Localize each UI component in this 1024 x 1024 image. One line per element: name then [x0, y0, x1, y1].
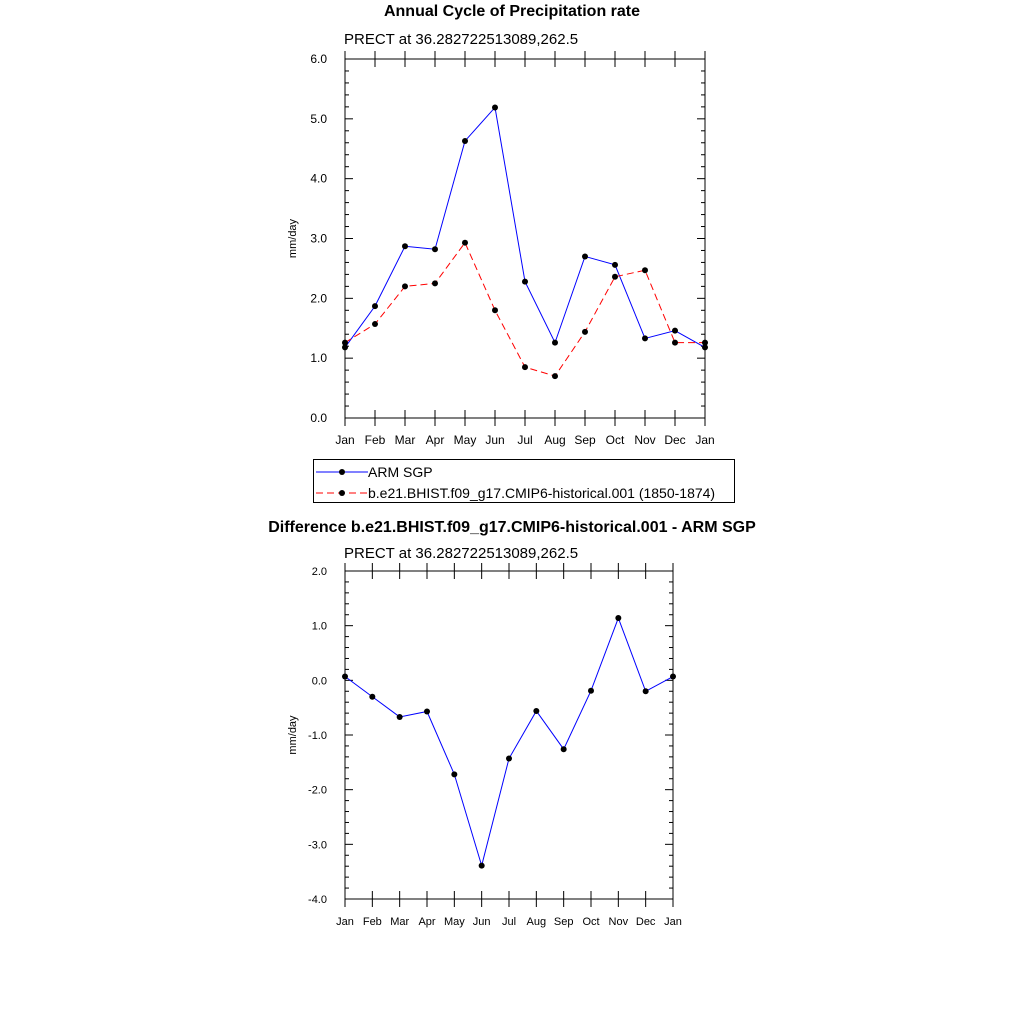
chart2-xtick-label: Aug [527, 916, 547, 928]
chart1-series-2-point [462, 239, 468, 246]
legend-item-model: b.e21.BHIST.f09_g17.CMIP6-historical.001… [314, 483, 734, 503]
chart2-ytick-label: 2.0 [312, 566, 327, 578]
chart2-ytick-label: -3.0 [308, 839, 327, 851]
chart2-ytick-label: 0.0 [312, 675, 327, 687]
chart1-series-2-point [642, 267, 648, 274]
chart2-xtick-label: Jan [664, 916, 682, 928]
chart1-ytick-label: 1.0 [310, 351, 327, 365]
chart1-series-2-line [344, 241, 705, 377]
chart2-xtick-label: Nov [609, 916, 629, 928]
chart1-series-2-point [552, 373, 558, 380]
chart2-title: Difference b.e21.BHIST.f09_g17.CMIP6-his… [268, 519, 756, 536]
chart1-series-2-point [672, 339, 678, 346]
chart1-series-2-point [612, 273, 618, 280]
chart1-series-1-point [702, 344, 708, 351]
legend-swatch-arm-sgp [316, 469, 368, 475]
chart1-series-2-point [402, 283, 408, 290]
chart2-ytick-label: 1.0 [312, 621, 327, 633]
chart1-xtick-label: Mar [395, 433, 416, 447]
chart1-series-2-point [342, 339, 348, 346]
chart2-series-1-point [588, 687, 594, 694]
chart1-series-1-point [402, 243, 408, 250]
chart1-xtick-label: Dec [664, 433, 685, 447]
chart2-xtick-label: Sep [554, 916, 574, 928]
chart1-subtitle: PRECT at 36.282722513089,262.5 [344, 31, 579, 48]
chart1-ytick-label: 4.0 [310, 172, 327, 186]
legend-swatch-model [316, 490, 368, 496]
chart2-xtick-label: May [444, 916, 465, 928]
chart1-series-1-point [492, 104, 498, 111]
chart1-ytick-label: 0.0 [310, 411, 327, 425]
chart2-xtick-label: Oct [582, 916, 599, 928]
chart1-xtick-label: May [454, 433, 477, 447]
chart1-series-2-point [432, 280, 438, 287]
chart2-ytick-label: -4.0 [308, 894, 327, 906]
chart1-xtick-label: Feb [365, 433, 386, 447]
legend-label-arm-sgp: ARM SGP [368, 464, 433, 480]
chart1-series-1-point [552, 339, 558, 346]
chart2-subtitle: PRECT at 36.282722513089,262.5 [344, 545, 579, 562]
chart2-series-1-point [396, 713, 403, 720]
chart1-title: Annual Cycle of Precipitation rate [383, 3, 641, 20]
chart1-xtick-label: Jul [517, 433, 532, 447]
chart2-series-1-point [533, 707, 540, 714]
chart1-series-1-point [432, 246, 438, 253]
chart2-ylabel: mm/day [287, 715, 299, 755]
chart1-series-1-point [522, 278, 528, 285]
chart1-ylabel: mm/day [287, 218, 299, 258]
chart1-xtick-label: Aug [544, 433, 565, 447]
chart2-xtick-label: Jun [473, 916, 491, 928]
chart1-series-2-point [522, 364, 528, 371]
chart1-series-1-line [344, 106, 706, 348]
chart2-series-1-point [424, 708, 430, 715]
chart2-series-1-point [506, 755, 512, 762]
chart1-series-1-point [612, 261, 618, 268]
chart1-series-1-point [642, 335, 648, 342]
chart1-xtick-label: Oct [606, 433, 625, 447]
chart1-xtick-label: Apr [426, 433, 445, 447]
chart1-series-1-point [462, 137, 468, 144]
chart2-series-1-point [342, 673, 348, 680]
chart1-xtick-label: Nov [634, 433, 655, 447]
chart1-series-2-point [492, 307, 498, 314]
chart1-xtick-label: Jan [695, 433, 714, 447]
chart2-plot-frame [344, 570, 674, 900]
chart1-ytick-label: 6.0 [310, 52, 327, 66]
chart2-xtick-label: Jul [502, 916, 516, 928]
chart1-series-1-point [582, 253, 588, 260]
chart1-legend: ARM SGP b.e21.BHIST.f09_g17.CMIP6-histor… [313, 459, 735, 503]
chart1-ytick-label: 3.0 [310, 232, 327, 246]
chart2-ytick-label: -1.0 [308, 730, 327, 742]
chart2-xtick-label: Feb [363, 916, 382, 928]
chart2-series-1-point [670, 673, 676, 680]
chart2-xtick-label: Mar [390, 916, 409, 928]
chart1-xtick-label: Jun [485, 433, 504, 447]
chart2-series-1-point [615, 615, 622, 622]
chart1-series-2-point [702, 339, 708, 346]
chart2-series-1-point [478, 862, 485, 869]
chart2-series-1-point [451, 771, 458, 778]
chart2-xtick-label: Dec [636, 916, 656, 928]
chart2-series-1-point [560, 746, 567, 753]
chart2-ytick-label: -2.0 [308, 785, 327, 797]
chart2-xtick-label: Apr [418, 916, 435, 928]
chart1-series-1-point [672, 327, 678, 334]
chart2-series-1-line [344, 616, 674, 868]
chart2-series-1-point [369, 693, 376, 700]
chart1-ytick-label: 2.0 [310, 291, 327, 305]
chart1-series-1-point [372, 303, 378, 310]
chart1-xtick-label: Jan [335, 433, 354, 447]
chart1-series-2-point [582, 328, 588, 335]
legend-item-arm-sgp: ARM SGP [314, 462, 734, 482]
chart2-series-1-point [642, 688, 649, 695]
chart1-series-2-point [372, 321, 378, 328]
chart1-series-1-point [342, 344, 348, 351]
chart2-xtick-label: Jan [336, 916, 354, 928]
chart1-ytick-label: 5.0 [310, 112, 327, 126]
legend-label-model: b.e21.BHIST.f09_g17.CMIP6-historical.001… [368, 485, 716, 501]
chart1-xtick-label: Sep [574, 433, 596, 447]
